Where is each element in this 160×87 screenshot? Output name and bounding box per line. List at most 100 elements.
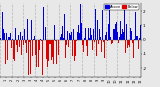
Bar xyxy=(41,40,42,41)
Bar xyxy=(74,40,75,62)
Bar xyxy=(81,23,82,40)
Bar xyxy=(91,35,92,40)
Bar xyxy=(32,40,33,56)
Bar xyxy=(83,40,84,52)
Bar xyxy=(108,24,109,40)
Bar xyxy=(18,35,19,40)
Bar xyxy=(107,40,108,41)
Bar xyxy=(7,40,8,60)
Bar xyxy=(95,40,96,47)
Bar xyxy=(114,29,115,40)
Bar xyxy=(11,40,12,48)
Bar xyxy=(110,37,111,40)
Bar xyxy=(96,40,97,56)
Bar xyxy=(46,33,47,40)
Bar xyxy=(71,31,72,40)
Bar xyxy=(60,37,61,40)
Bar xyxy=(84,38,85,40)
Bar xyxy=(85,29,86,40)
Bar xyxy=(124,4,125,40)
Bar xyxy=(88,40,89,50)
Bar xyxy=(69,33,70,40)
Bar xyxy=(9,37,10,40)
Bar xyxy=(30,40,31,74)
Legend: Above, Below: Above, Below xyxy=(104,4,139,10)
Bar xyxy=(109,4,110,40)
Bar xyxy=(62,26,63,40)
Bar xyxy=(36,40,37,67)
Bar xyxy=(121,34,122,40)
Bar xyxy=(21,40,22,55)
Bar xyxy=(97,20,98,40)
Bar xyxy=(111,40,112,44)
Bar xyxy=(106,32,107,40)
Bar xyxy=(25,40,26,44)
Bar xyxy=(131,31,132,40)
Bar xyxy=(6,33,7,40)
Bar xyxy=(136,36,137,40)
Bar xyxy=(45,27,46,40)
Bar xyxy=(10,33,11,40)
Bar xyxy=(86,40,87,46)
Bar xyxy=(77,33,78,40)
Bar xyxy=(119,37,120,40)
Bar xyxy=(99,29,100,40)
Bar xyxy=(39,40,40,50)
Bar xyxy=(49,40,50,44)
Bar xyxy=(0,38,1,40)
Bar xyxy=(53,40,54,64)
Bar xyxy=(13,40,14,59)
Bar xyxy=(80,4,81,40)
Bar xyxy=(20,32,21,40)
Bar xyxy=(64,14,65,40)
Bar xyxy=(4,33,5,40)
Bar xyxy=(139,12,140,40)
Bar xyxy=(5,40,6,64)
Bar xyxy=(140,25,141,40)
Bar xyxy=(24,29,25,40)
Bar xyxy=(112,40,113,43)
Bar xyxy=(42,40,43,75)
Bar xyxy=(92,40,93,50)
Bar xyxy=(132,40,133,42)
Bar xyxy=(133,40,134,58)
Bar xyxy=(117,32,118,40)
Bar xyxy=(12,40,13,56)
Bar xyxy=(98,40,99,44)
Bar xyxy=(137,36,138,40)
Bar xyxy=(17,40,18,52)
Bar xyxy=(102,10,103,40)
Bar xyxy=(40,39,41,40)
Bar xyxy=(103,40,104,42)
Bar xyxy=(19,36,20,40)
Bar xyxy=(72,40,73,56)
Bar xyxy=(76,40,77,41)
Bar xyxy=(48,40,49,61)
Bar xyxy=(115,24,116,40)
Bar xyxy=(134,39,135,40)
Bar xyxy=(128,40,129,45)
Bar xyxy=(56,40,57,66)
Bar xyxy=(125,40,126,53)
Bar xyxy=(75,40,76,56)
Bar xyxy=(68,40,69,47)
Bar xyxy=(130,28,131,40)
Bar xyxy=(55,40,56,41)
Bar xyxy=(105,40,106,50)
Bar xyxy=(113,29,114,40)
Bar xyxy=(78,25,79,40)
Bar xyxy=(104,40,105,58)
Bar xyxy=(93,29,94,40)
Bar xyxy=(27,19,28,40)
Bar xyxy=(120,21,121,40)
Bar xyxy=(66,40,67,45)
Bar xyxy=(94,40,95,42)
Bar xyxy=(33,39,34,40)
Bar xyxy=(35,40,36,55)
Bar xyxy=(44,40,45,46)
Bar xyxy=(47,40,48,67)
Bar xyxy=(116,22,117,40)
Bar xyxy=(89,38,90,40)
Bar xyxy=(50,40,51,44)
Bar xyxy=(54,25,55,40)
